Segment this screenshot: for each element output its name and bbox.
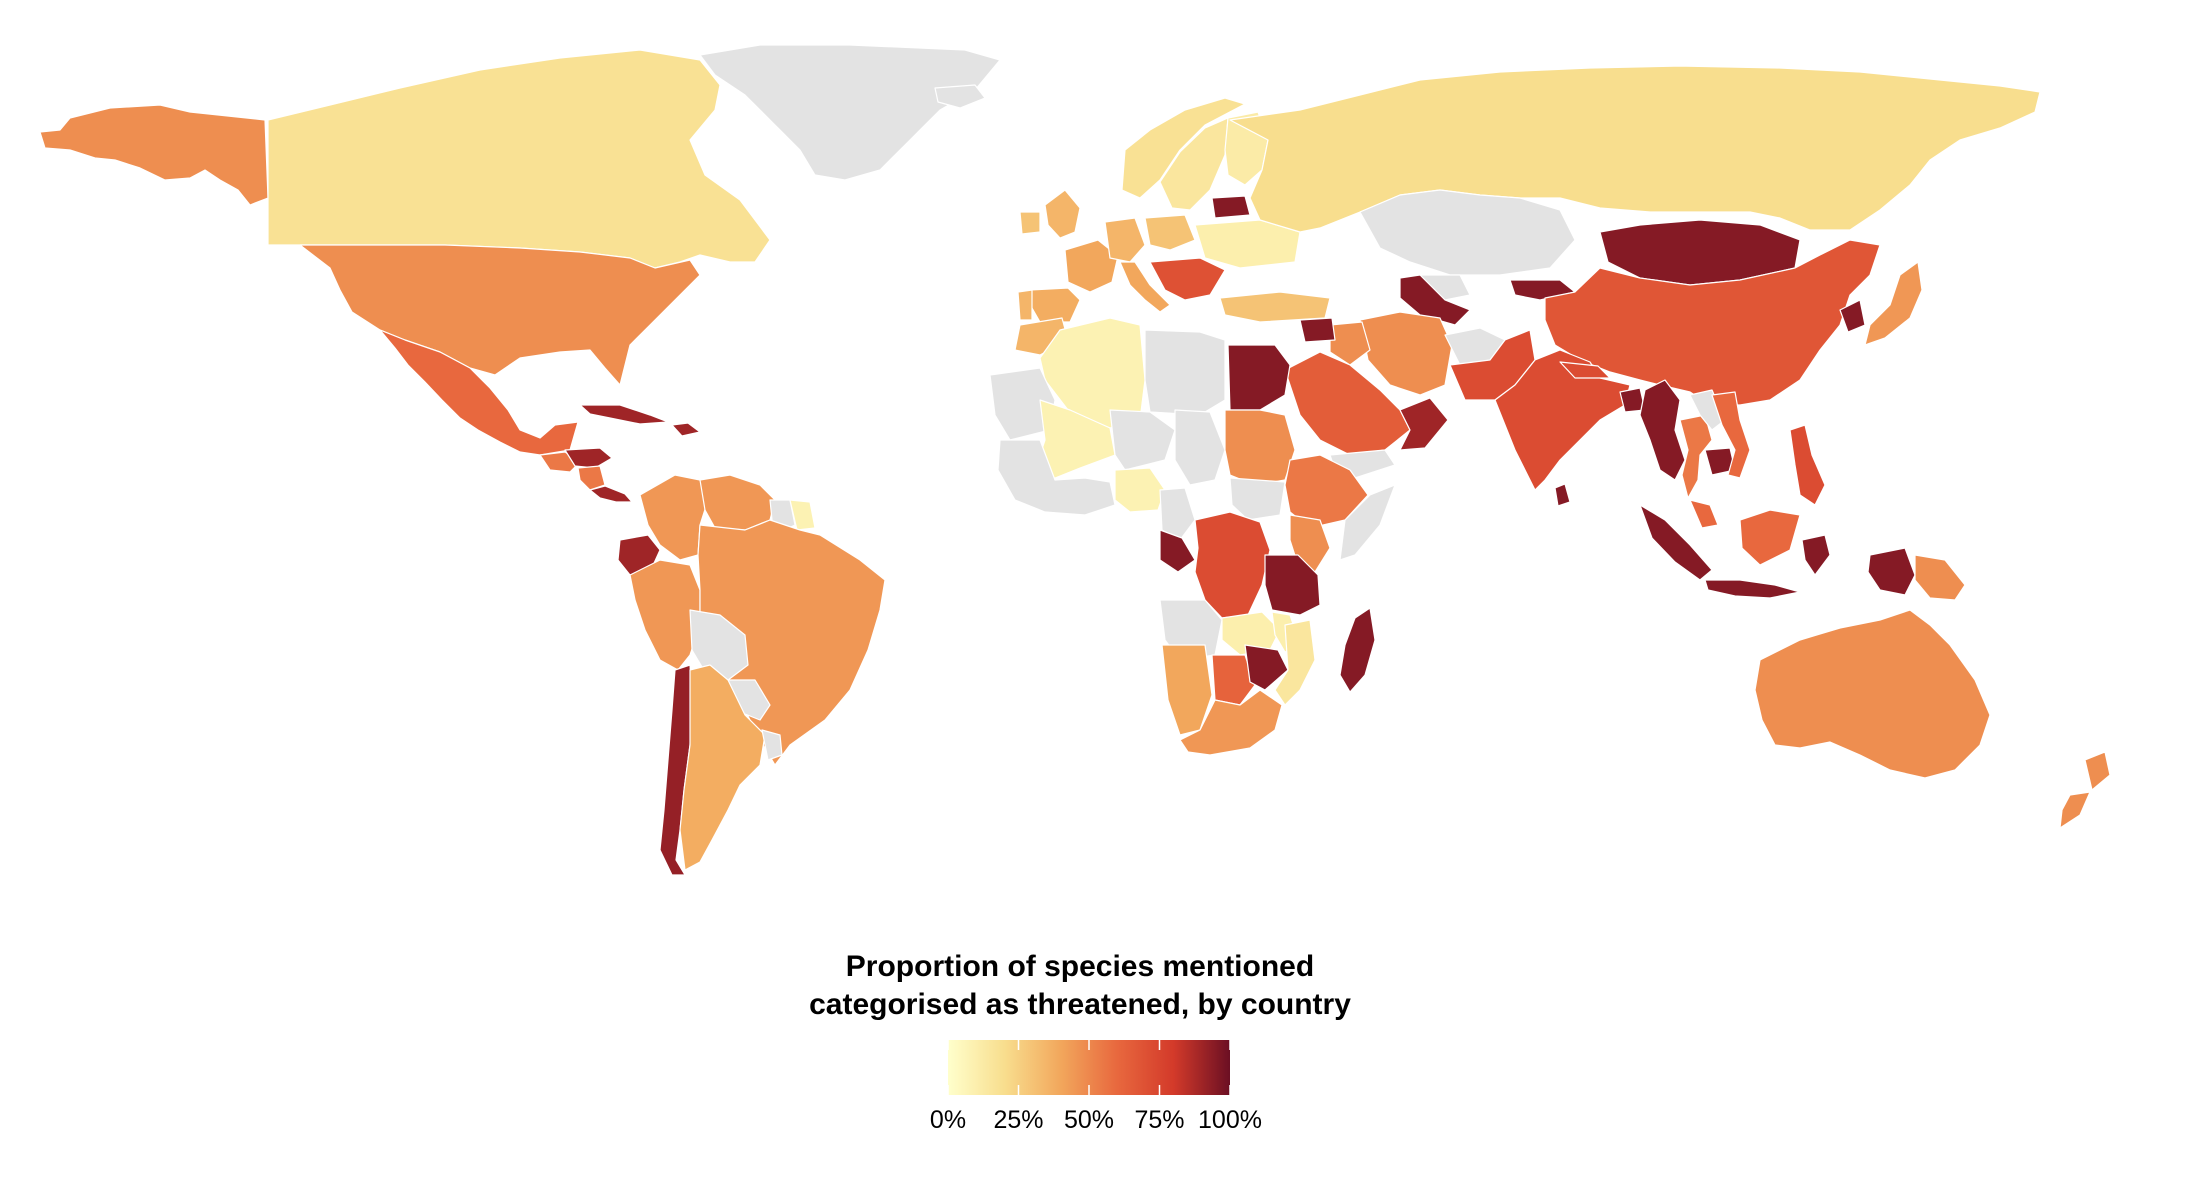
region-niger — [1109, 409, 1176, 471]
region-balkans — [1149, 257, 1226, 301]
region-new-guinea-indonesia — [1867, 547, 1916, 596]
legend-tick-label: 50% — [1064, 1106, 1114, 1134]
region-cuba — [579, 404, 669, 425]
region-madagascar — [1339, 607, 1376, 693]
region-nepal — [1559, 361, 1611, 379]
region-iraq — [1329, 321, 1371, 366]
region-venezuela — [699, 474, 776, 531]
world-choropleth-map — [39, 44, 2111, 876]
region-java — [1704, 579, 1801, 599]
legend-tick-label: 75% — [1134, 1106, 1184, 1134]
region-new-zealand — [2059, 751, 2111, 829]
region-sudan — [1224, 409, 1296, 486]
region-ireland — [1019, 211, 1041, 235]
region-argentina — [679, 664, 766, 871]
region-borneo — [1739, 509, 1801, 566]
region-greenland — [699, 44, 1001, 181]
region-gabon — [1159, 529, 1196, 573]
region-nigeria — [1114, 467, 1166, 513]
region-mozambique — [1274, 619, 1316, 706]
region-philippines — [1789, 424, 1826, 506]
legend-title: Proportion of species mentioned categori… — [700, 948, 1460, 1024]
region-belarus — [1211, 195, 1251, 219]
region-norway — [1121, 97, 1246, 199]
region-north-korea — [1839, 299, 1866, 333]
region-haiti — [671, 422, 701, 437]
region-poland — [1144, 214, 1196, 251]
region-papua-new-guinea — [1914, 554, 1966, 601]
color-legend: 0% 25% 50% 75% 100% — [930, 1040, 1262, 1134]
region-uruguay — [761, 729, 783, 761]
region-iran — [1359, 311, 1453, 396]
region-west-africa — [997, 439, 1116, 516]
region-germany — [1104, 217, 1146, 263]
region-kazakhstan — [1359, 189, 1576, 276]
legend-tick-label: 25% — [993, 1106, 1043, 1134]
legend-title-line1: Proportion of species mentioned — [845, 950, 1315, 983]
region-usa — [299, 244, 701, 386]
region-nicaragua — [577, 465, 606, 491]
region-france — [1064, 239, 1119, 293]
region-chad — [1174, 409, 1226, 486]
region-suriname — [789, 499, 816, 531]
region-vietnam — [1711, 391, 1751, 479]
region-china — [1544, 239, 1881, 406]
region-sumatra — [1639, 504, 1713, 581]
region-zimbabwe — [1244, 644, 1289, 691]
region-iceland — [934, 84, 986, 109]
region-bolivia — [689, 609, 749, 681]
region-oman — [1399, 397, 1449, 451]
region-japan — [1864, 261, 1923, 346]
region-myanmar — [1639, 379, 1686, 481]
region-syria — [1299, 317, 1336, 343]
region-alaska-usa — [39, 104, 269, 206]
region-south-sudan — [1229, 477, 1286, 521]
region-malaysia — [1689, 499, 1719, 529]
region-sri-lanka — [1554, 483, 1571, 507]
region-sulawesi — [1801, 534, 1831, 576]
region-turkmenistan — [1399, 274, 1471, 326]
region-somalia — [1339, 484, 1396, 561]
region-portugal — [1017, 289, 1033, 321]
region-russia — [1229, 65, 2041, 233]
region-libya — [1144, 329, 1226, 416]
region-tanzania — [1264, 554, 1321, 616]
region-canada — [267, 49, 771, 269]
region-spain — [1029, 287, 1081, 323]
region-cameroon — [1159, 487, 1196, 541]
legend-tick-label: 100% — [1198, 1106, 1262, 1134]
region-south-africa — [1179, 689, 1283, 756]
legend-title-line2: categorised as threatened, by country — [809, 988, 1351, 1021]
region-uk — [1044, 189, 1081, 239]
region-botswana — [1211, 654, 1256, 706]
region-india — [1494, 349, 1631, 491]
region-australia — [1754, 609, 1991, 779]
region-turkey — [1219, 291, 1331, 323]
region-honduras — [564, 447, 613, 469]
legend-tick-label: 0% — [930, 1106, 966, 1134]
region-costa-rica — [589, 485, 633, 503]
region-italy — [1119, 261, 1171, 313]
region-peru — [629, 559, 701, 671]
region-egypt — [1227, 344, 1291, 411]
